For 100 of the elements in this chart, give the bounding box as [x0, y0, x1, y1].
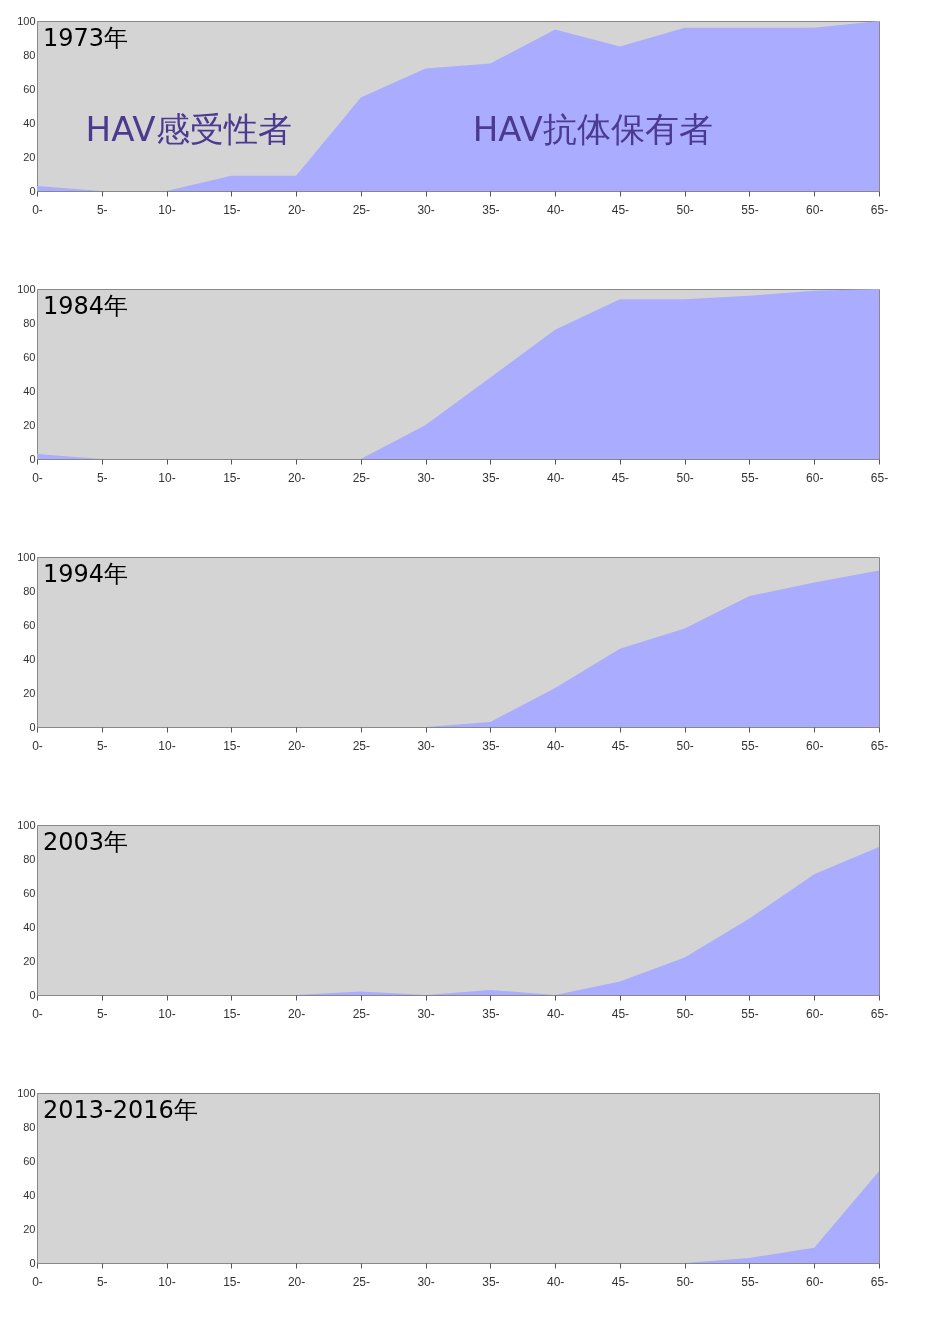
x-tick-label: 50-: [676, 202, 694, 217]
y-tick-label: 20: [23, 686, 36, 699]
x-tick-label: 65-: [870, 1274, 889, 1289]
x-tick-label: 60-: [806, 1274, 824, 1289]
x-tick-label: 65-: [870, 1006, 889, 1021]
x-tick-label: 10-: [158, 1006, 176, 1021]
x-tick-label: 5-: [96, 1006, 108, 1021]
y-tick-label: 40: [23, 1188, 36, 1201]
annotation: HAV感受性者: [85, 109, 292, 149]
y-tick-label: 0: [29, 1256, 36, 1269]
x-tick-label: 30-: [417, 1006, 435, 1021]
x-tick-label: 20-: [287, 1274, 306, 1289]
x-tick-label: 30-: [417, 1274, 435, 1289]
y-tick-label: 60: [23, 1154, 36, 1167]
x-tick-label: 50-: [676, 1274, 694, 1289]
x-tick-label: 50-: [676, 738, 694, 753]
x-tick-label: 60-: [806, 470, 824, 485]
x-tick-label: 55-: [741, 202, 759, 217]
x-tick-label: 40-: [546, 470, 565, 485]
y-tick-label: 80: [23, 48, 36, 61]
x-tick-label: 15-: [223, 202, 241, 217]
x-tick-label: 65-: [870, 470, 889, 485]
y-tick-label: 20: [23, 150, 36, 163]
x-tick-label: 25-: [352, 1274, 371, 1289]
x-tick-label: 25-: [352, 202, 371, 217]
x-tick-label: 30-: [417, 470, 435, 485]
y-tick-label: 0: [29, 720, 36, 733]
x-tick-label: 20-: [287, 202, 306, 217]
x-tick-label: 35-: [482, 202, 500, 217]
y-tick-label: 80: [23, 584, 36, 597]
x-tick-label: 10-: [158, 470, 176, 485]
y-tick-label: 40: [23, 920, 36, 933]
y-tick-label: 20: [23, 418, 36, 431]
x-tick-label: 55-: [741, 738, 759, 753]
x-tick-label: 55-: [741, 470, 759, 485]
x-tick-label: 0-: [32, 1274, 43, 1289]
x-tick-label: 25-: [352, 470, 371, 485]
y-tick-label: 100: [17, 550, 36, 563]
x-tick-label: 0-: [32, 202, 43, 217]
y-tick-label: 100: [17, 1086, 36, 1099]
x-tick-label: 35-: [482, 1274, 500, 1289]
y-tick-label: 0: [29, 184, 36, 197]
chart-title: 1973年: [43, 24, 129, 52]
y-tick-label: 40: [23, 652, 36, 665]
x-tick-label: 45-: [611, 1006, 630, 1021]
chart-title: 2003年: [43, 828, 129, 856]
y-tick-label: 0: [29, 988, 36, 1001]
x-tick-label: 0-: [32, 470, 43, 485]
x-tick-label: 60-: [806, 738, 824, 753]
x-tick-label: 5-: [96, 1274, 108, 1289]
x-tick-label: 30-: [417, 202, 435, 217]
x-tick-label: 25-: [352, 738, 371, 753]
x-tick-label: 15-: [223, 1274, 241, 1289]
chart-title: 1994年: [43, 560, 129, 588]
x-tick-label: 45-: [611, 202, 630, 217]
x-tick-label: 0-: [32, 738, 43, 753]
x-tick-label: 5-: [96, 470, 108, 485]
y-tick-label: 60: [23, 82, 36, 95]
x-tick-label: 35-: [482, 1006, 500, 1021]
x-tick-label: 50-: [676, 1006, 694, 1021]
y-tick-label: 100: [17, 818, 36, 831]
x-tick-label: 60-: [806, 1006, 824, 1021]
x-tick-label: 10-: [158, 1274, 176, 1289]
chart-title: 2013-2016年: [43, 1096, 198, 1124]
x-tick-label: 40-: [546, 1006, 565, 1021]
y-tick-label: 80: [23, 1120, 36, 1133]
x-tick-label: 40-: [546, 738, 565, 753]
x-tick-label: 45-: [611, 1274, 630, 1289]
x-tick-label: 40-: [546, 202, 565, 217]
x-tick-label: 10-: [158, 738, 176, 753]
x-tick-label: 55-: [741, 1274, 759, 1289]
annotation: HAV抗体保有者: [472, 109, 713, 149]
y-tick-label: 20: [23, 1222, 36, 1235]
x-tick-label: 50-: [676, 470, 694, 485]
x-tick-label: 15-: [223, 1006, 241, 1021]
y-tick-label: 40: [23, 116, 36, 129]
x-tick-label: 60-: [806, 202, 824, 217]
x-tick-label: 10-: [158, 202, 176, 217]
y-tick-label: 40: [23, 384, 36, 397]
x-tick-label: 55-: [741, 1006, 759, 1021]
y-tick-label: 60: [23, 350, 36, 363]
x-tick-label: 40-: [546, 1274, 565, 1289]
x-tick-label: 15-: [223, 738, 241, 753]
y-tick-label: 100: [17, 282, 36, 295]
x-tick-label: 20-: [287, 1006, 306, 1021]
chart-title: 1984年: [43, 292, 129, 320]
x-tick-label: 5-: [96, 738, 108, 753]
x-tick-label: 20-: [287, 738, 306, 753]
x-tick-label: 65-: [870, 738, 889, 753]
y-tick-label: 100: [17, 14, 36, 27]
y-tick-label: 0: [29, 452, 36, 465]
x-tick-label: 15-: [223, 470, 241, 485]
x-tick-label: 20-: [287, 470, 306, 485]
y-tick-label: 60: [23, 618, 36, 631]
x-tick-label: 25-: [352, 1006, 371, 1021]
x-tick-label: 45-: [611, 738, 630, 753]
y-tick-label: 20: [23, 954, 36, 967]
x-tick-label: 30-: [417, 738, 435, 753]
x-tick-label: 35-: [482, 470, 500, 485]
x-tick-label: 0-: [32, 1006, 43, 1021]
